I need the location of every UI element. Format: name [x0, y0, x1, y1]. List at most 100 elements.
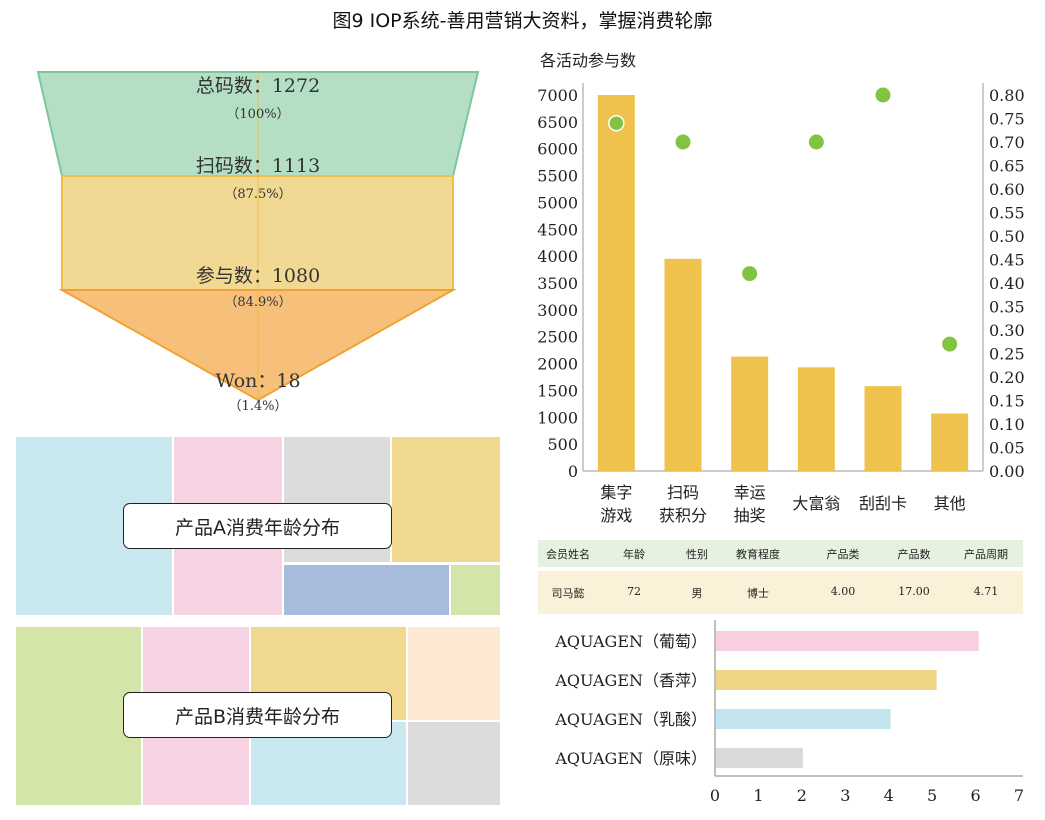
funnel-pct: （1.4%）	[228, 399, 287, 414]
y-tick-label: 0	[568, 462, 578, 481]
y2-tick-label: 0.30	[989, 321, 1025, 340]
y2-tick-label: 0.10	[989, 415, 1025, 434]
y2-tick-label: 0.70	[989, 133, 1025, 152]
treemap-cell	[408, 722, 500, 805]
y2-tick-label: 0.15	[989, 392, 1025, 411]
y-tick-label: 7000	[537, 86, 578, 105]
x-tick-label: 其他	[934, 494, 966, 513]
product-bar	[716, 748, 803, 768]
y2-tick-label: 0.50	[989, 227, 1025, 246]
x-tick-label: 4	[884, 786, 894, 805]
table-header-cell: 会员姓名	[546, 548, 590, 561]
table-cell: 4.00	[830, 585, 856, 598]
treemap-b-label: 产品B消费年龄分布	[123, 692, 392, 738]
x-tick-label: 获积分	[659, 506, 707, 525]
x-tick-label: 集字	[600, 483, 632, 502]
x-tick-label: 幸运	[734, 483, 766, 502]
treemap-cell	[408, 627, 500, 720]
table-header-cell: 教育程度	[736, 548, 780, 561]
rate-point	[675, 134, 691, 150]
funnel-pct: （87.5%）	[224, 187, 291, 202]
product-label: AQUAGEN（原味）	[554, 749, 707, 768]
funnel-pct: （100%）	[226, 107, 289, 122]
bar	[597, 95, 635, 471]
funnel-label: 总码数：1272	[196, 75, 320, 97]
y-tick-label: 4000	[537, 247, 578, 266]
rate-point	[875, 87, 891, 103]
y-tick-label: 500	[547, 435, 578, 454]
x-tick-label: 1	[753, 786, 763, 805]
x-tick-label: 3	[840, 786, 850, 805]
treemap-a-label: 产品A消费年龄分布	[123, 503, 392, 549]
table-cell: 司马懿	[551, 587, 585, 600]
x-tick-label: 0	[710, 786, 720, 805]
y2-tick-label: 0.60	[989, 180, 1025, 199]
table-header-row	[538, 540, 1023, 567]
y2-tick-label: 0.25	[989, 345, 1025, 364]
x-tick-label: 7	[1014, 786, 1024, 805]
y2-tick-label: 0.20	[989, 368, 1025, 387]
table-header-cell: 产品周期	[964, 548, 1008, 561]
y-tick-label: 6500	[537, 113, 578, 132]
table-header-cell: 性别	[686, 548, 708, 561]
bar	[931, 413, 969, 471]
y2-tick-label: 0.05	[989, 439, 1025, 458]
y2-tick-label: 0.65	[989, 157, 1025, 176]
treemap-cell	[284, 565, 449, 615]
table-cell: 72	[627, 585, 641, 598]
rate-point	[942, 336, 958, 352]
y-tick-label: 1000	[537, 408, 578, 427]
treemap-cell	[392, 437, 500, 562]
y-tick-label: 3500	[537, 274, 578, 293]
x-tick-label: 扫码	[667, 483, 699, 502]
funnel-label: Won：18	[215, 370, 300, 392]
y-tick-label: 4500	[537, 220, 578, 239]
y-tick-label: 5500	[537, 167, 578, 186]
table-header-cell: 产品类	[826, 548, 860, 561]
funnel-chart: 总码数：1272 扫码数：1113 参与数：1080 Won：18 （100%）…	[36, 71, 480, 414]
treemap-cell	[16, 627, 141, 805]
x-tick-label: 2	[797, 786, 807, 805]
product-label: AQUAGEN（乳酸）	[554, 710, 707, 729]
y2-tick-label: 0.40	[989, 274, 1025, 293]
table-header-cell: 产品数	[897, 548, 931, 561]
product-label: AQUAGEN（香萍）	[554, 671, 707, 690]
y-tick-label: 5000	[537, 193, 578, 212]
table-row	[538, 571, 1023, 614]
y2-tick-label: 0.00	[989, 462, 1025, 481]
funnel-label: 扫码数：1113	[196, 155, 320, 177]
funnel-label: 参与数：1080	[196, 265, 320, 287]
y2-tick-label: 0.80	[989, 86, 1025, 105]
product-bar	[716, 631, 979, 651]
y2-tick-label: 0.45	[989, 251, 1025, 270]
y-tick-label: 3000	[537, 301, 578, 320]
bar	[797, 367, 835, 471]
product-label: AQUAGEN（葡萄）	[554, 632, 707, 651]
y-tick-label: 1500	[537, 381, 578, 400]
funnel-pct: （84.9%）	[224, 295, 291, 310]
y-tick-label: 6000	[537, 140, 578, 159]
x-tick-label: 刮刮卡	[859, 494, 907, 513]
x-tick-label: 5	[927, 786, 937, 805]
y2-tick-label: 0.55	[989, 204, 1025, 223]
treemap-cell	[451, 565, 500, 615]
table-cell: 博士	[747, 587, 769, 600]
table-cell: 男	[691, 587, 703, 600]
table-cell: 4.71	[973, 585, 999, 598]
product-bar	[716, 709, 891, 729]
chart-title: 各活动参与数	[540, 51, 636, 70]
y2-tick-label: 0.35	[989, 298, 1025, 317]
product-bar	[716, 670, 937, 690]
y-tick-label: 2500	[537, 328, 578, 347]
page-title: 图9 IOP系统-善用营销大资料，掌握消费轮廓	[332, 10, 713, 32]
bar	[864, 386, 902, 471]
x-tick-label: 游戏	[600, 506, 632, 525]
y-tick-label: 2000	[537, 355, 578, 374]
bar	[731, 356, 769, 471]
activity-bar-chart: 各活动参与数 0 500 1000 1500 2000 2500 3000 3500 4000 4…	[537, 51, 1025, 525]
rate-point	[608, 114, 625, 132]
x-tick-label: 6	[970, 786, 980, 805]
table-header-cell: 年龄	[623, 548, 645, 561]
table-cell: 17.00	[898, 585, 930, 598]
